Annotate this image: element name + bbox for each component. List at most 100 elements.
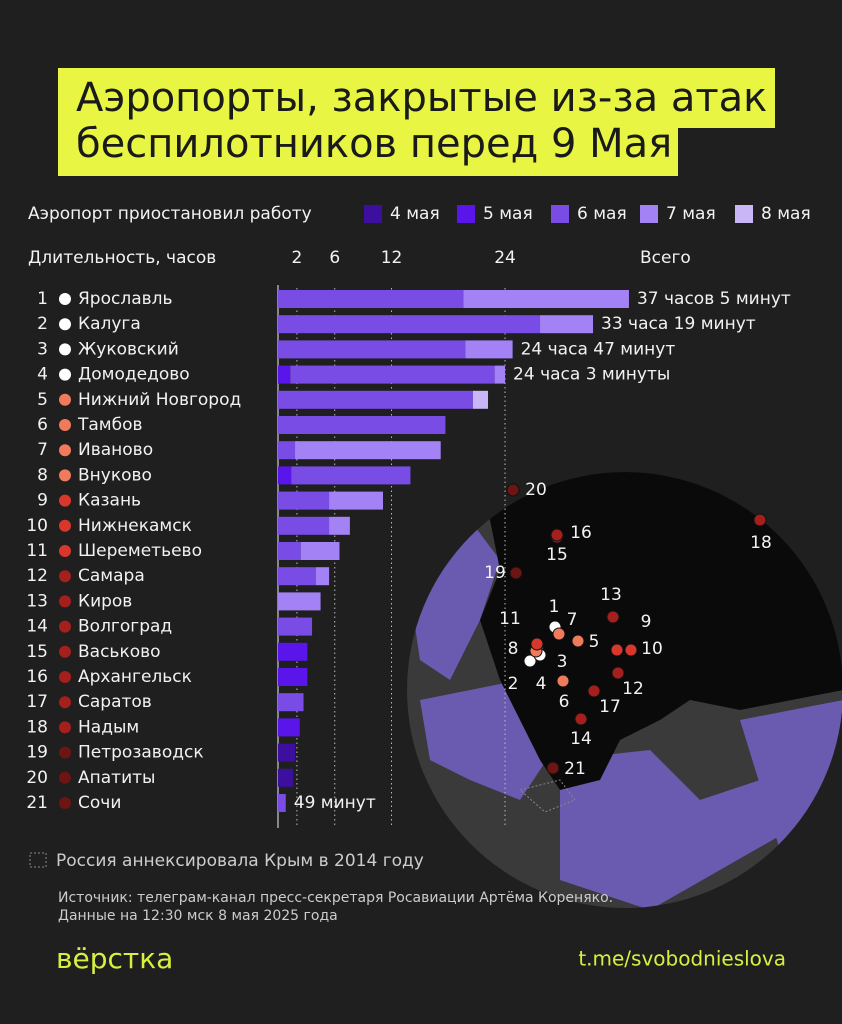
- category-label: Саратов: [78, 692, 152, 712]
- legend-swatch: [640, 205, 658, 223]
- title: Аэропорты, закрытые из-за атак: [76, 75, 767, 121]
- legend-swatch: [457, 205, 475, 223]
- rank-dot: [59, 494, 71, 507]
- map-point-label: 2: [508, 674, 519, 694]
- bar-segment: [278, 340, 466, 359]
- rank-dot: [59, 721, 71, 734]
- map-country: [560, 750, 790, 908]
- map-point-label: 9: [641, 612, 652, 632]
- rank-dot: [59, 519, 71, 532]
- map-note: Россия аннексировала Крым в 2014 году: [56, 851, 424, 871]
- legend-label: 5 мая: [483, 204, 533, 224]
- category-label: Архангельск: [78, 667, 192, 687]
- category-label: Апатиты: [78, 768, 155, 788]
- map-point-label: 12: [622, 679, 644, 699]
- rank-dot: [59, 620, 71, 633]
- rank: 20: [26, 768, 48, 788]
- rank-dot: [59, 444, 71, 457]
- map-point: [753, 513, 767, 527]
- map-point: [509, 566, 523, 580]
- title-box: [58, 122, 678, 176]
- rank-dot: [59, 771, 71, 784]
- axis-title: Длительность, часов: [28, 248, 216, 268]
- map-point-label: 17: [599, 697, 621, 717]
- map-russia: [480, 472, 842, 790]
- rank: 12: [26, 566, 48, 586]
- rank: 19: [26, 743, 48, 763]
- bar-segment: [494, 365, 506, 384]
- rank-dot: [59, 671, 71, 683]
- x-tick-label: 12: [381, 248, 403, 268]
- category-label: Самара: [78, 566, 145, 586]
- rank: 17: [26, 692, 48, 712]
- rank-dot: [59, 746, 71, 759]
- legend-label: 4 мая: [390, 204, 440, 224]
- bar-segment: [278, 290, 464, 308]
- rank: 18: [26, 717, 48, 737]
- category-label: Казань: [78, 491, 141, 511]
- bar-segment: [329, 516, 350, 535]
- bar-segment: [278, 365, 291, 384]
- bar-segment: [278, 642, 308, 661]
- rank: 1: [37, 289, 48, 309]
- map-point: [571, 634, 585, 648]
- bar-segment: [278, 567, 316, 586]
- source: Данные на 12:30 мск 8 мая 2025 года: [58, 908, 338, 924]
- map-point-label: 8: [508, 639, 519, 659]
- bar-segment: [315, 567, 330, 586]
- rank: 7: [37, 440, 48, 460]
- map-point-label: 6: [559, 692, 570, 712]
- rank-dot: [59, 595, 71, 608]
- bar-segment: [278, 668, 308, 686]
- bar-segment: [278, 516, 330, 535]
- rank: 3: [37, 339, 48, 359]
- bar-segment: [278, 718, 300, 737]
- map-point-label: 5: [589, 632, 600, 652]
- rank-dot: [59, 419, 71, 431]
- rank: 21: [26, 793, 48, 813]
- bar-segment: [278, 416, 446, 434]
- map-point: [530, 637, 544, 651]
- category-label: Надым: [78, 717, 139, 737]
- legend-label: 6 мая: [577, 204, 627, 224]
- bar-segment: [278, 542, 301, 560]
- bar-segment: [278, 617, 313, 636]
- legend-title: Аэропорт приостановил работу: [28, 204, 312, 224]
- rank-dot: [59, 545, 71, 557]
- bar-segment: [278, 794, 286, 812]
- total-label: 24 часа 47 минут: [521, 339, 676, 359]
- rank: 10: [26, 516, 48, 536]
- link[interactable]: t.me/svobodnieslova: [578, 947, 786, 971]
- rank: 9: [37, 491, 48, 511]
- legend-label: 7 мая: [666, 204, 716, 224]
- x-tick-label: 24: [494, 248, 516, 268]
- bar-segment: [278, 768, 294, 787]
- category-label: Ярославль: [78, 289, 173, 309]
- rank: 16: [26, 667, 48, 687]
- rank: 6: [37, 415, 48, 435]
- rank-dot: [59, 469, 71, 482]
- map-point: [550, 528, 564, 542]
- map-point: [610, 643, 624, 657]
- map-point-label: 21: [564, 759, 586, 779]
- bar-segment: [278, 592, 321, 611]
- bar-segment: [278, 491, 330, 510]
- rank: 8: [37, 465, 48, 485]
- total-label: 24 часа 3 минуты: [513, 365, 670, 385]
- bar-segment: [329, 491, 384, 510]
- bar-segment: [278, 390, 473, 409]
- total-label: 49 минут: [294, 793, 376, 813]
- bar-segment: [300, 542, 340, 560]
- category-label: Нижнекамск: [78, 516, 192, 536]
- rank-dot: [59, 645, 71, 658]
- bar-segment: [278, 441, 296, 460]
- total-label: 33 часа 19 минут: [601, 314, 756, 334]
- map-point-label: 20: [525, 480, 547, 500]
- category-label: Васьково: [78, 642, 161, 662]
- map-point-label: 15: [546, 545, 568, 565]
- rank: 2: [37, 314, 48, 334]
- rank-dot: [59, 570, 71, 583]
- rank: 14: [26, 617, 48, 637]
- rank-dot: [59, 318, 71, 331]
